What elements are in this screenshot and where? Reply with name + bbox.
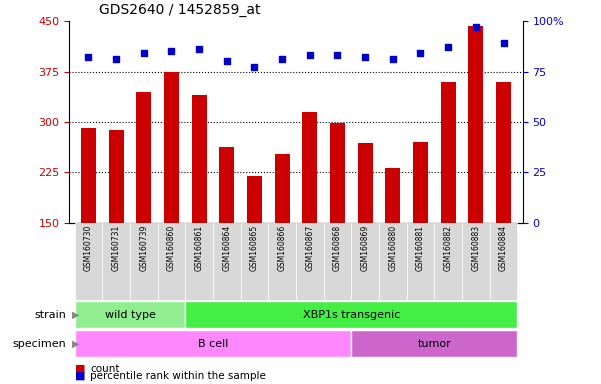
- Bar: [468, 26, 483, 223]
- Text: GDS2640 / 1452859_at: GDS2640 / 1452859_at: [99, 3, 261, 17]
- Text: GSM160884: GSM160884: [499, 225, 508, 271]
- Point: [499, 40, 508, 46]
- Text: GSM160883: GSM160883: [471, 225, 480, 271]
- Bar: [441, 82, 456, 223]
- Point: [222, 58, 231, 65]
- Text: ■: ■: [75, 364, 85, 374]
- Point: [388, 56, 398, 63]
- Text: tumor: tumor: [418, 339, 451, 349]
- Text: GSM160864: GSM160864: [222, 225, 231, 271]
- Bar: [192, 95, 207, 223]
- Text: XBP1s transgenic: XBP1s transgenic: [303, 310, 400, 320]
- Text: GSM160739: GSM160739: [139, 225, 148, 271]
- Bar: [496, 82, 511, 223]
- Bar: [435, 223, 462, 300]
- Bar: [352, 223, 379, 300]
- Text: count: count: [90, 364, 120, 374]
- Bar: [275, 154, 290, 223]
- Bar: [247, 176, 262, 223]
- Bar: [164, 71, 179, 223]
- Bar: [268, 223, 296, 300]
- Text: B cell: B cell: [198, 339, 228, 349]
- Text: GSM160882: GSM160882: [444, 225, 453, 271]
- Point: [416, 50, 426, 56]
- Text: GSM160730: GSM160730: [84, 225, 93, 271]
- Text: GSM160731: GSM160731: [112, 225, 121, 271]
- Text: ▶: ▶: [72, 339, 79, 349]
- Text: GSM160861: GSM160861: [195, 225, 204, 271]
- Point: [471, 24, 481, 30]
- Bar: [407, 223, 435, 300]
- Point: [139, 50, 148, 56]
- Bar: [136, 92, 151, 223]
- Text: ■: ■: [75, 371, 85, 381]
- Bar: [75, 301, 185, 328]
- Bar: [219, 147, 234, 223]
- Point: [111, 56, 121, 63]
- Text: GSM160866: GSM160866: [278, 225, 287, 271]
- Point: [305, 52, 315, 58]
- Point: [249, 65, 259, 71]
- Bar: [352, 330, 517, 357]
- Point: [194, 46, 204, 53]
- Point: [277, 56, 287, 63]
- Bar: [130, 223, 157, 300]
- Bar: [358, 144, 373, 223]
- Bar: [462, 223, 490, 300]
- Bar: [75, 223, 102, 300]
- Bar: [379, 223, 407, 300]
- Text: GSM160868: GSM160868: [333, 225, 342, 271]
- Bar: [185, 223, 213, 300]
- Text: specimen: specimen: [13, 339, 66, 349]
- Bar: [385, 168, 400, 223]
- Text: GSM160880: GSM160880: [388, 225, 397, 271]
- Bar: [413, 142, 428, 223]
- Bar: [330, 123, 345, 223]
- Text: GSM160865: GSM160865: [250, 225, 259, 271]
- Text: GSM160881: GSM160881: [416, 225, 425, 271]
- Bar: [296, 223, 324, 300]
- Text: percentile rank within the sample: percentile rank within the sample: [90, 371, 266, 381]
- Text: strain: strain: [34, 310, 66, 320]
- Text: GSM160869: GSM160869: [361, 225, 370, 271]
- Text: GSM160860: GSM160860: [167, 225, 176, 271]
- Point: [84, 55, 93, 61]
- Bar: [157, 223, 185, 300]
- Bar: [213, 223, 240, 300]
- Bar: [102, 223, 130, 300]
- Text: ▶: ▶: [72, 310, 79, 320]
- Bar: [109, 130, 124, 223]
- Bar: [240, 223, 268, 300]
- Bar: [324, 223, 352, 300]
- Point: [333, 52, 343, 58]
- Bar: [185, 301, 517, 328]
- Text: GSM160867: GSM160867: [305, 225, 314, 271]
- Point: [166, 48, 176, 55]
- Text: wild type: wild type: [105, 310, 156, 320]
- Point: [444, 44, 453, 50]
- Bar: [75, 330, 352, 357]
- Bar: [302, 112, 317, 223]
- Point: [361, 55, 370, 61]
- Bar: [81, 128, 96, 223]
- Bar: [490, 223, 517, 300]
